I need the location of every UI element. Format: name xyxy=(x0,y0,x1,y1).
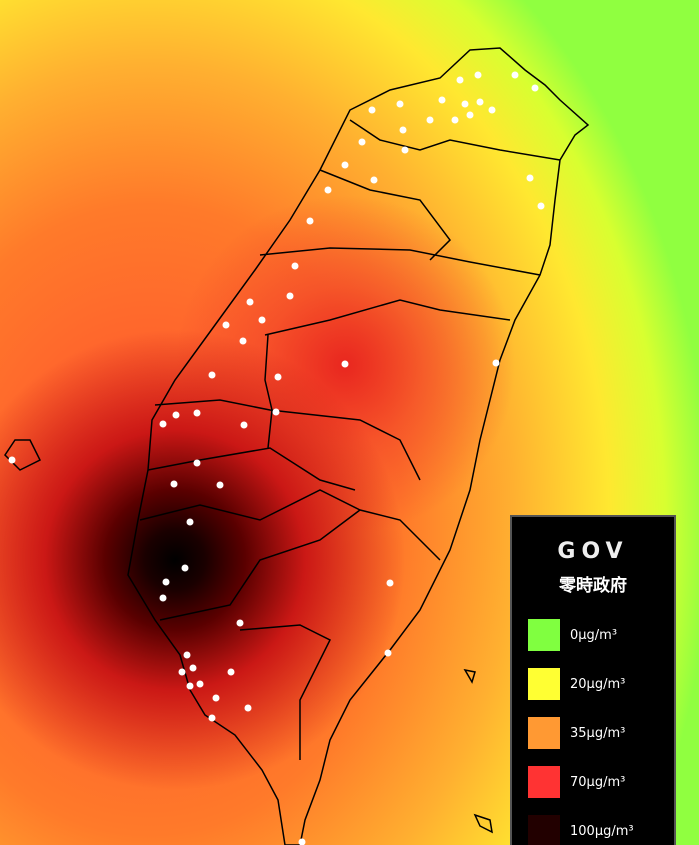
legend-item: 35μg/m³ xyxy=(528,716,625,750)
legend-item: 0μg/m³ xyxy=(528,618,617,652)
legend-label: 35μg/m³ xyxy=(570,725,626,741)
legend-item: 70μg/m³ xyxy=(528,765,625,799)
legend-swatch xyxy=(528,717,560,749)
logo-subtitle: 零時政府 xyxy=(559,576,627,596)
legend-label: 70μg/m³ xyxy=(570,774,626,790)
legend-swatch xyxy=(528,619,560,651)
legend-swatch xyxy=(528,766,560,798)
legend-label: 100μg/m³ xyxy=(570,823,634,839)
legend: GOV 零時政府 0μg/m³ 20μg/m³ 35μg/m³ 70μg/m³ 100μ… xyxy=(510,515,676,845)
legend-swatch xyxy=(528,668,560,700)
legend-item: 100μg/m³ xyxy=(528,814,634,845)
legend-label: 0μg/m³ xyxy=(570,627,618,643)
legend-swatch xyxy=(528,815,560,845)
legend-label: 20μg/m³ xyxy=(570,676,626,692)
legend-item: 20μg/m³ xyxy=(528,667,625,701)
logo: GOV xyxy=(557,539,629,564)
